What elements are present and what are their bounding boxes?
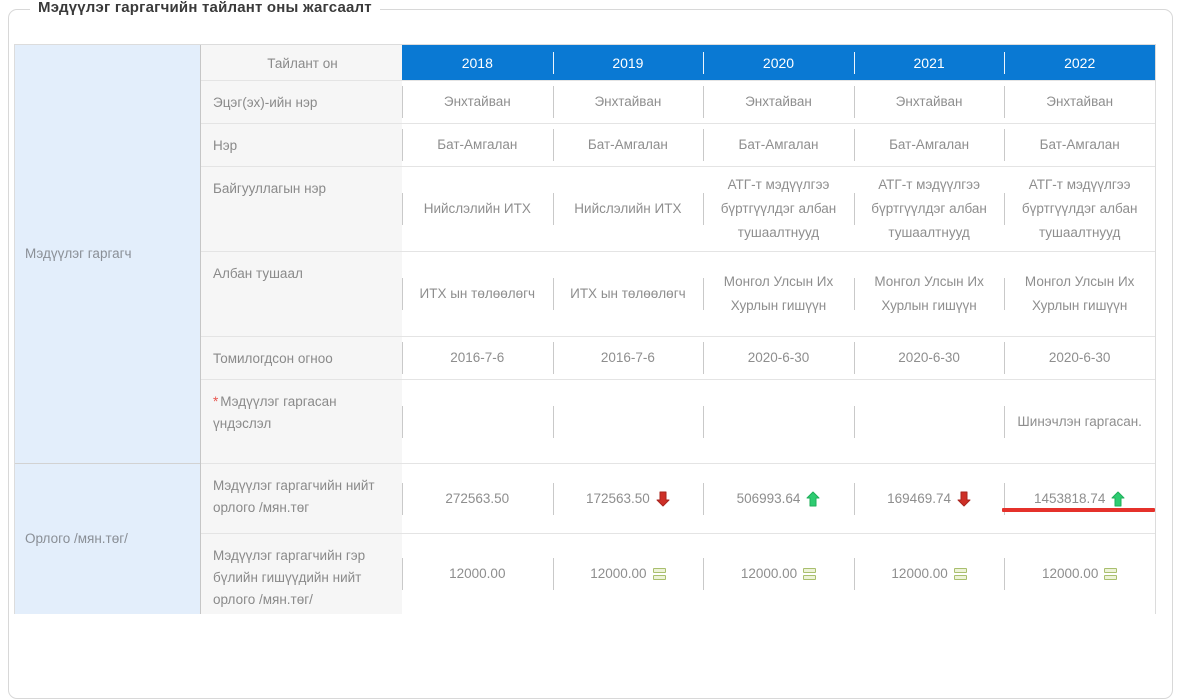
cell-declaration-basis-2020 [703,380,854,463]
row-label-father-name: Эцэг(эх)-ийн нэр [201,81,402,123]
cell-appointed-date-2020: 2020-6-30 [703,337,854,379]
family-income-value: 12000.00 [1042,566,1099,581]
cell-name-2018: Бат-Амгалан [402,124,553,166]
row-label-name: Нэр [201,124,402,166]
cell-father-name-2019: Энхтайван [552,81,704,123]
row-label-declaration-basis-text: Мэдүүлэг гаргасан үндэслэл [213,394,337,431]
row-label-family-income: Мэдүүлэг гаргагчийн гэр бүлийн гишүүдийн… [201,534,402,614]
cell-father-name-2018: Энхтайван [402,81,553,123]
family-income-value: 12000.00 [891,566,948,581]
total-income-value: 1453818.74 [1034,490,1106,506]
trend-equal-icon [652,568,666,580]
family-income-value: 12000.00 [740,566,798,581]
total-income-value: 272563.50 [445,490,510,506]
cell-father-name-2020: Энхтайван [703,81,854,123]
trend-up-icon [806,491,820,507]
report-years-table: Мэдүүлэг гаргагч Орлого /мян.төг/ Тайлан… [14,44,1156,614]
trend-down-icon [957,491,971,507]
cell-name-2021: Бат-Амгалан [853,124,1005,166]
year-header-2019[interactable]: 2019 [552,45,704,80]
table-row-position: Албан тушаал ИТХ ын төлөөлөгч ИТХ ын төл… [201,252,1155,337]
required-marker: * [213,394,219,409]
total-income-value: 169469.74 [887,490,951,506]
table-row-family-income: Мэдүүлэг гаргагчийн гэр бүлийн гишүүдийн… [201,534,1155,614]
cell-total-income-2018: 272563.50 [402,464,553,533]
cell-name-2020: Бат-Амгалан [703,124,854,166]
group-label-declarant: Мэдүүлэг гаргагч [15,45,200,464]
year-header-label: Тайлант он [201,45,402,80]
total-income-value: 172563.50 [585,490,650,506]
year-header-2022[interactable]: 2022 [1004,45,1155,80]
cell-total-income-2021: 169469.74 [853,464,1005,533]
cell-organization-2018: Нийслэлийн ИТХ [402,167,553,251]
cell-position-2021: Монгол Улсын Их Хурлын гишүүн [853,252,1005,336]
cell-family-income-2018: 12000.00 [402,534,553,614]
cell-position-2022: Монгол Улсын Их Хурлын гишүүн [1004,252,1155,336]
table-row-total-income: Мэдүүлэг гаргагчийн нийт орлого /мян.төг… [201,464,1155,534]
year-header-2018[interactable]: 2018 [402,45,553,80]
cell-organization-2020: АТГ-т мэдүүлгээ бүртгүүлдэг албан тушаал… [703,167,854,251]
cell-position-2019: ИТХ ын төлөөлөгч [552,252,704,336]
table-row-appointed-date: Томилогдсон огноо 2016-7-6 2016-7-6 2020… [201,337,1155,380]
trend-equal-icon [803,568,817,580]
group-column: Мэдүүлэг гаргагч Орлого /мян.төг/ [15,45,201,614]
cell-organization-2021: АТГ-т мэдүүлгээ бүртгүүлдэг албан тушаал… [853,167,1005,251]
cell-family-income-2019: 12000.00 [552,534,704,614]
cell-position-2018: ИТХ ын төлөөлөгч [402,252,553,336]
table-row-declaration-basis: * Мэдүүлэг гаргасан үндэслэл Шинэчлэн гар… [201,380,1155,464]
cell-father-name-2021: Энхтайван [853,81,1005,123]
cell-appointed-date-2021: 2020-6-30 [853,337,1005,379]
group-label-income: Орлого /мян.төг/ [15,464,200,614]
cell-total-income-2022: 1453818.74 [1002,464,1155,533]
cell-family-income-2022: 12000.00 [1004,534,1155,614]
total-income-value: 506993.64 [736,490,801,506]
trend-equal-icon [1104,568,1118,580]
cell-total-income-2020: 506993.64 [703,464,854,533]
report-years-panel: Мэдүүлэг гаргагчийн тайлант оны жагсаалт… [8,0,1173,699]
cell-father-name-2022: Энхтайван [1004,81,1155,123]
cell-appointed-date-2022: 2020-6-30 [1004,337,1155,379]
cell-declaration-basis-2022: Шинэчлэн гаргасан. [1004,380,1155,463]
cell-appointed-date-2018: 2016-7-6 [402,337,553,379]
cell-name-2019: Бат-Амгалан [552,124,704,166]
cell-appointed-date-2019: 2016-7-6 [552,337,704,379]
cell-name-2022: Бат-Амгалан [1004,124,1155,166]
cell-declaration-basis-2019 [552,380,704,463]
page-title: Мэдүүлэг гаргагчийн тайлант оны жагсаалт [30,0,380,16]
cell-position-2020: Монгол Улсын Их Хурлын гишүүн [703,252,854,336]
row-label-position: Албан тушаал [201,252,402,336]
trend-down-icon [656,491,670,507]
cell-family-income-2020: 12000.00 [703,534,854,614]
table-row-years: Тайлант он 2018 2019 2020 2021 2022 [201,45,1155,81]
table-row-organization: Байгууллагын нэр Нийслэлийн ИТХ Нийслэли… [201,167,1155,252]
cell-family-income-2021: 12000.00 [853,534,1005,614]
row-label-appointed-date: Томилогдсон огноо [201,337,402,379]
table-row-father-name: Эцэг(эх)-ийн нэр Энхтайван Энхтайван Энх… [201,81,1155,124]
cell-organization-2022: АТГ-т мэдүүлгээ бүртгүүлдэг албан тушаал… [1004,167,1155,251]
table-body: Тайлант он 2018 2019 2020 2021 2022 Эцэг… [201,45,1155,614]
cell-total-income-2019: 172563.50 [552,464,704,533]
family-income-value: 12000.00 [590,566,647,581]
row-label-declaration-basis: * Мэдүүлэг гаргасан үндэслэл [201,380,402,463]
year-header-2021[interactable]: 2021 [853,45,1005,80]
row-label-organization: Байгууллагын нэр [201,167,402,251]
cell-organization-2019: Нийслэлийн ИТХ [552,167,704,251]
trend-equal-icon [953,568,967,580]
cell-declaration-basis-2021 [853,380,1005,463]
table-row-name: Нэр Бат-Амгалан Бат-Амгалан Бат-Амгалан … [201,124,1155,167]
row-label-total-income: Мэдүүлэг гаргагчийн нийт орлого /мян.төг [201,464,402,533]
highlight-underline [1002,508,1155,512]
family-income-value: 12000.00 [449,566,506,581]
year-header-2020[interactable]: 2020 [703,45,854,80]
trend-up-icon [1111,491,1125,507]
cell-declaration-basis-2018 [402,380,553,463]
